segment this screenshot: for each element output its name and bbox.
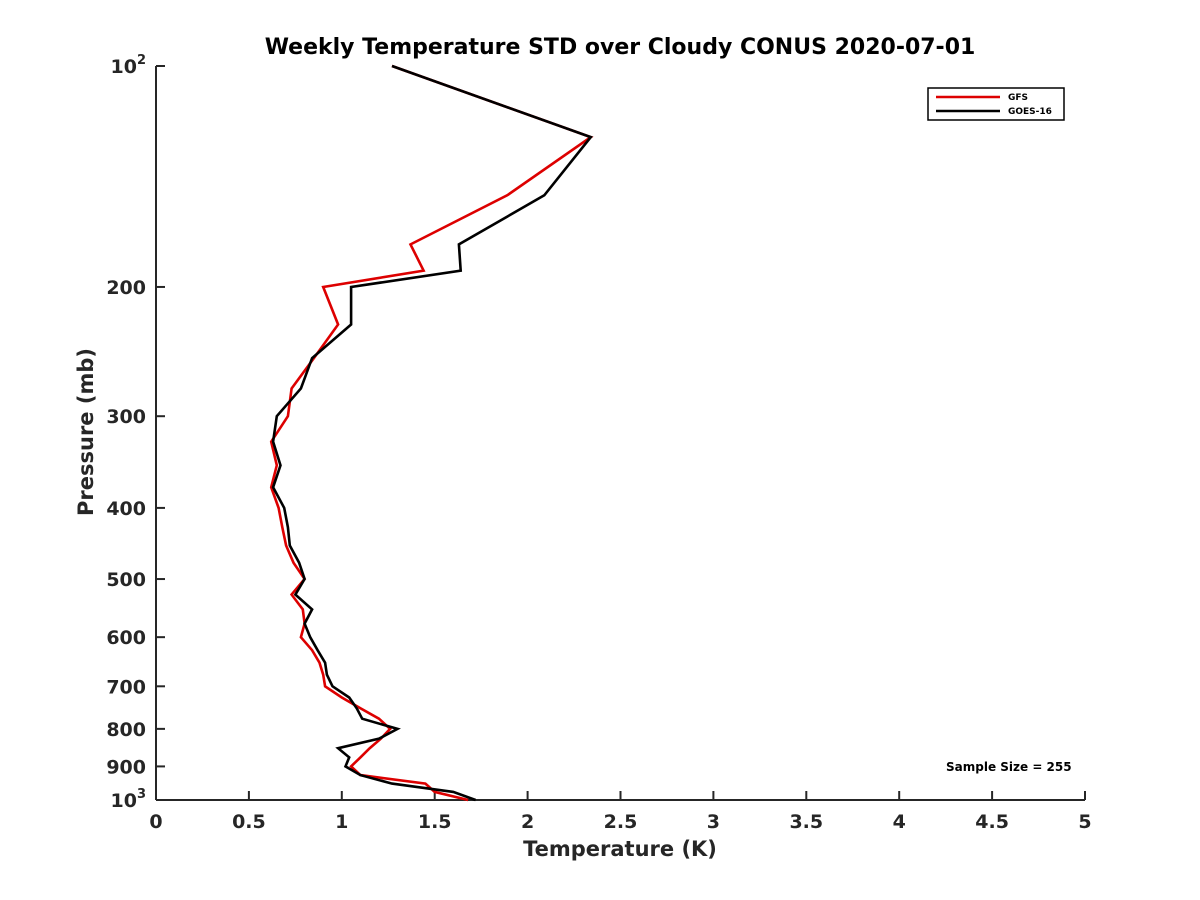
y-tick-label: 103: [111, 787, 147, 812]
series-line-gfs: [269, 64, 594, 802]
x-tick-label: 4: [893, 811, 906, 833]
legend-label-gfs: GFS: [1008, 93, 1028, 103]
y-tick-label: 900: [106, 756, 146, 778]
y-tick-label: 700: [106, 676, 146, 698]
y-tick-label: 102: [111, 53, 147, 78]
x-tick-label: 3.5: [789, 811, 823, 833]
x-tick-label: 1.5: [418, 811, 452, 833]
y-tick-label: 600: [106, 627, 146, 649]
x-tick-label: 1: [335, 811, 348, 833]
x-tick-label: 0.5: [232, 811, 266, 833]
x-tick-label: 2.5: [604, 811, 638, 833]
series-layer: [269, 64, 594, 802]
y-axis-label: Pressure (mb): [74, 348, 98, 516]
x-tick-label: 4.5: [975, 811, 1009, 833]
legend-label-goes-16: GOES-16: [1008, 107, 1052, 117]
legend: GFS GOES-16: [927, 87, 1065, 121]
x-axis: 0 0.5 1 1.5 2 2.5 3 3.5 4 4.5 5: [149, 791, 1092, 833]
y-tick-label: 200: [106, 277, 146, 299]
y-tick-label: 800: [106, 719, 146, 741]
sample-size-annotation: Sample Size = 255: [946, 760, 1072, 774]
y-tick-label: 500: [106, 569, 146, 591]
chart-title: Weekly Temperature STD over Cloudy CONUS…: [265, 35, 976, 60]
x-axis-label: Temperature (K): [523, 837, 717, 861]
y-axis: 102 200 300 400 500 600 700 800 900 103: [106, 53, 165, 812]
x-tick-label: 5: [1078, 811, 1091, 833]
y-tick-label: 300: [106, 406, 146, 428]
x-tick-label: 0: [149, 811, 162, 833]
legend-box: [927, 87, 1065, 121]
y-tick-label: 400: [106, 498, 146, 520]
x-tick-label: 2: [521, 811, 534, 833]
series-line-goes-16: [271, 64, 593, 802]
x-tick-label: 3: [707, 811, 720, 833]
